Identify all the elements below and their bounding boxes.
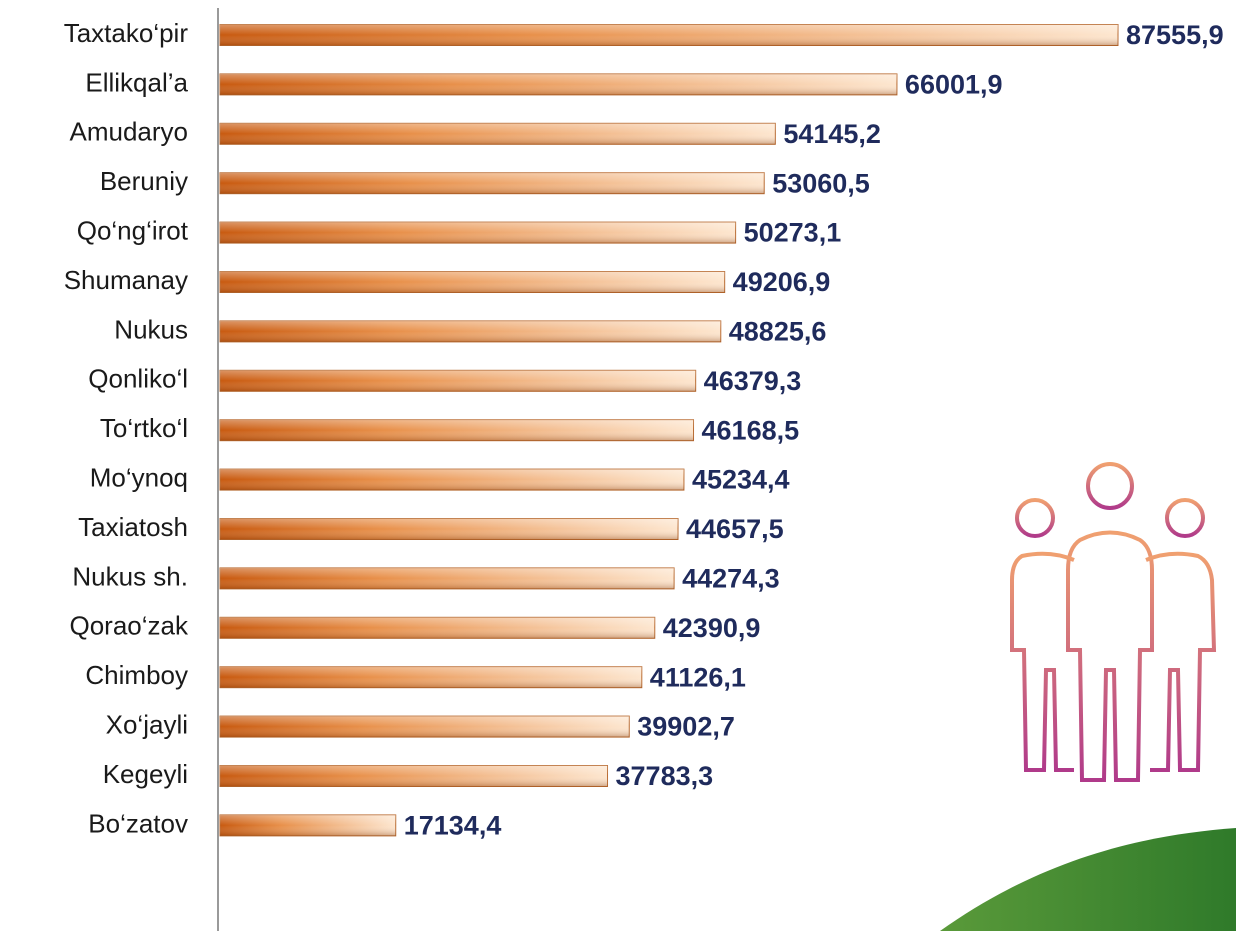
bar-shade bbox=[220, 271, 725, 293]
value-label: 48825,6 bbox=[729, 317, 827, 347]
bar-shade bbox=[220, 320, 721, 342]
bar-shade bbox=[220, 814, 396, 836]
value-label: 46168,5 bbox=[702, 415, 800, 445]
value-label: 46379,3 bbox=[704, 366, 802, 396]
bar-shade bbox=[220, 765, 608, 787]
category-label: Chimboy bbox=[85, 660, 188, 690]
category-label: Xo‘jayli bbox=[106, 709, 188, 739]
value-label: 42390,9 bbox=[663, 613, 761, 643]
value-label: 66001,9 bbox=[905, 70, 1003, 100]
category-label: Qo‘ng‘irot bbox=[77, 215, 189, 245]
bar-shade bbox=[220, 617, 655, 639]
bar-shade bbox=[220, 172, 765, 194]
value-label: 44657,5 bbox=[686, 514, 784, 544]
bar-shade bbox=[220, 419, 694, 441]
category-label: Mo‘ynoq bbox=[90, 462, 188, 492]
value-label: 53060,5 bbox=[772, 168, 870, 198]
category-label: To‘rtko‘l bbox=[100, 413, 188, 443]
bar-shade bbox=[220, 73, 897, 95]
value-label: 39902,7 bbox=[637, 712, 735, 742]
category-label: Bo‘zatov bbox=[88, 808, 188, 838]
value-label: 54145,2 bbox=[783, 119, 881, 149]
category-label: Taxiatosh bbox=[78, 512, 188, 542]
value-label: 49206,9 bbox=[733, 267, 831, 297]
decor-swoosh bbox=[940, 828, 1236, 931]
category-label: Qorao‘zak bbox=[70, 611, 189, 641]
bar-shade bbox=[220, 518, 679, 540]
category-label: Nukus bbox=[114, 314, 188, 344]
value-label: 50273,1 bbox=[744, 218, 842, 248]
bar-shade bbox=[220, 469, 684, 491]
bar-shade bbox=[220, 123, 776, 145]
bar-shade bbox=[220, 370, 696, 392]
category-label: Amudaryo bbox=[70, 117, 189, 147]
value-label: 37783,3 bbox=[616, 761, 714, 791]
bar-shade bbox=[220, 716, 630, 738]
people-icon bbox=[1010, 462, 1217, 782]
value-label: 44274,3 bbox=[682, 564, 780, 594]
bar-shade bbox=[220, 567, 675, 589]
value-label: 45234,4 bbox=[692, 465, 790, 495]
category-label: Nukus sh. bbox=[72, 561, 188, 591]
category-label: Ellikqal’a bbox=[85, 67, 188, 97]
category-label: Kegeyli bbox=[103, 759, 188, 789]
category-label: Qonliko‘l bbox=[88, 364, 188, 394]
bar-shade bbox=[220, 666, 642, 688]
value-label: 17134,4 bbox=[404, 811, 502, 841]
category-label: Beruniy bbox=[100, 166, 188, 196]
category-label: Taxtako‘pir bbox=[64, 18, 189, 48]
bar-shade bbox=[220, 222, 736, 244]
value-label: 87555,9 bbox=[1126, 20, 1224, 50]
value-label: 41126,1 bbox=[650, 662, 746, 692]
category-label: Shumanay bbox=[64, 265, 188, 295]
bar-shade bbox=[220, 24, 1118, 46]
